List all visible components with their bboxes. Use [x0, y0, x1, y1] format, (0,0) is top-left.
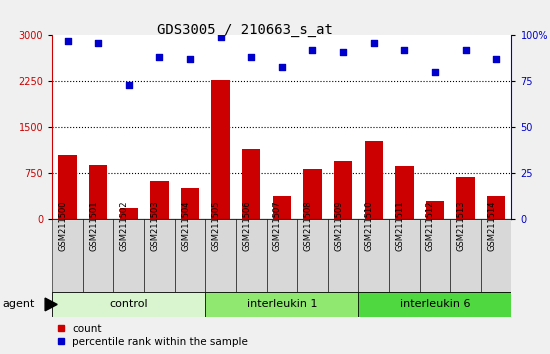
Bar [450, 219, 481, 292]
Text: GSM211506: GSM211506 [242, 200, 251, 251]
Bar [303, 169, 322, 219]
Point [492, 57, 500, 62]
Bar [487, 195, 505, 219]
Bar [52, 292, 205, 317]
Bar [359, 219, 389, 292]
Legend: count, percentile rank within the sample: count, percentile rank within the sample [57, 324, 248, 347]
Bar [175, 219, 205, 292]
Bar [267, 219, 297, 292]
Point [216, 34, 225, 40]
Text: GSM211504: GSM211504 [181, 200, 190, 251]
Text: GSM211501: GSM211501 [89, 200, 98, 251]
Point [369, 40, 378, 46]
Bar [395, 166, 414, 219]
Text: GSM211513: GSM211513 [456, 200, 465, 251]
Text: interleukin 1: interleukin 1 [246, 299, 317, 309]
Text: interleukin 6: interleukin 6 [400, 299, 470, 309]
Bar [426, 201, 444, 219]
Bar [389, 219, 420, 292]
Bar [211, 80, 230, 219]
Bar [328, 219, 359, 292]
Point [185, 57, 194, 62]
Bar [181, 188, 199, 219]
Text: GSM211502: GSM211502 [120, 200, 129, 251]
Bar [359, 292, 512, 317]
Text: control: control [109, 299, 148, 309]
Text: GSM211512: GSM211512 [426, 200, 435, 251]
Text: GSM211514: GSM211514 [487, 200, 496, 251]
Point [247, 55, 256, 60]
Bar [273, 196, 291, 219]
Text: GSM211507: GSM211507 [273, 200, 282, 251]
Bar [144, 219, 175, 292]
Bar [205, 219, 236, 292]
Point [431, 69, 439, 75]
Bar [420, 219, 450, 292]
Bar [456, 177, 475, 219]
Point [124, 82, 133, 88]
Bar [205, 292, 359, 317]
Point [277, 64, 286, 69]
Point [155, 55, 164, 60]
Text: GSM211511: GSM211511 [395, 200, 404, 251]
Text: GSM211508: GSM211508 [304, 200, 312, 251]
Text: GDS3005 / 210663_s_at: GDS3005 / 210663_s_at [157, 23, 333, 37]
Bar [297, 219, 328, 292]
Point [63, 38, 72, 44]
Text: GSM211505: GSM211505 [212, 200, 221, 251]
Point [400, 47, 409, 53]
Text: agent: agent [3, 299, 35, 309]
Bar [365, 141, 383, 219]
Bar [113, 219, 144, 292]
Point [94, 40, 102, 46]
Text: GSM211503: GSM211503 [150, 200, 159, 251]
Bar [334, 161, 353, 219]
Bar [236, 219, 267, 292]
Bar [150, 182, 169, 219]
Bar [83, 219, 113, 292]
Bar [119, 208, 138, 219]
Point [339, 49, 348, 55]
Point [461, 47, 470, 53]
Text: GSM211509: GSM211509 [334, 200, 343, 251]
Bar [89, 165, 107, 219]
Text: GSM211500: GSM211500 [58, 200, 68, 251]
Bar [58, 155, 77, 219]
Bar [481, 219, 512, 292]
Point [308, 47, 317, 53]
Bar [52, 219, 83, 292]
Bar [242, 149, 261, 219]
Text: GSM211510: GSM211510 [365, 200, 374, 251]
